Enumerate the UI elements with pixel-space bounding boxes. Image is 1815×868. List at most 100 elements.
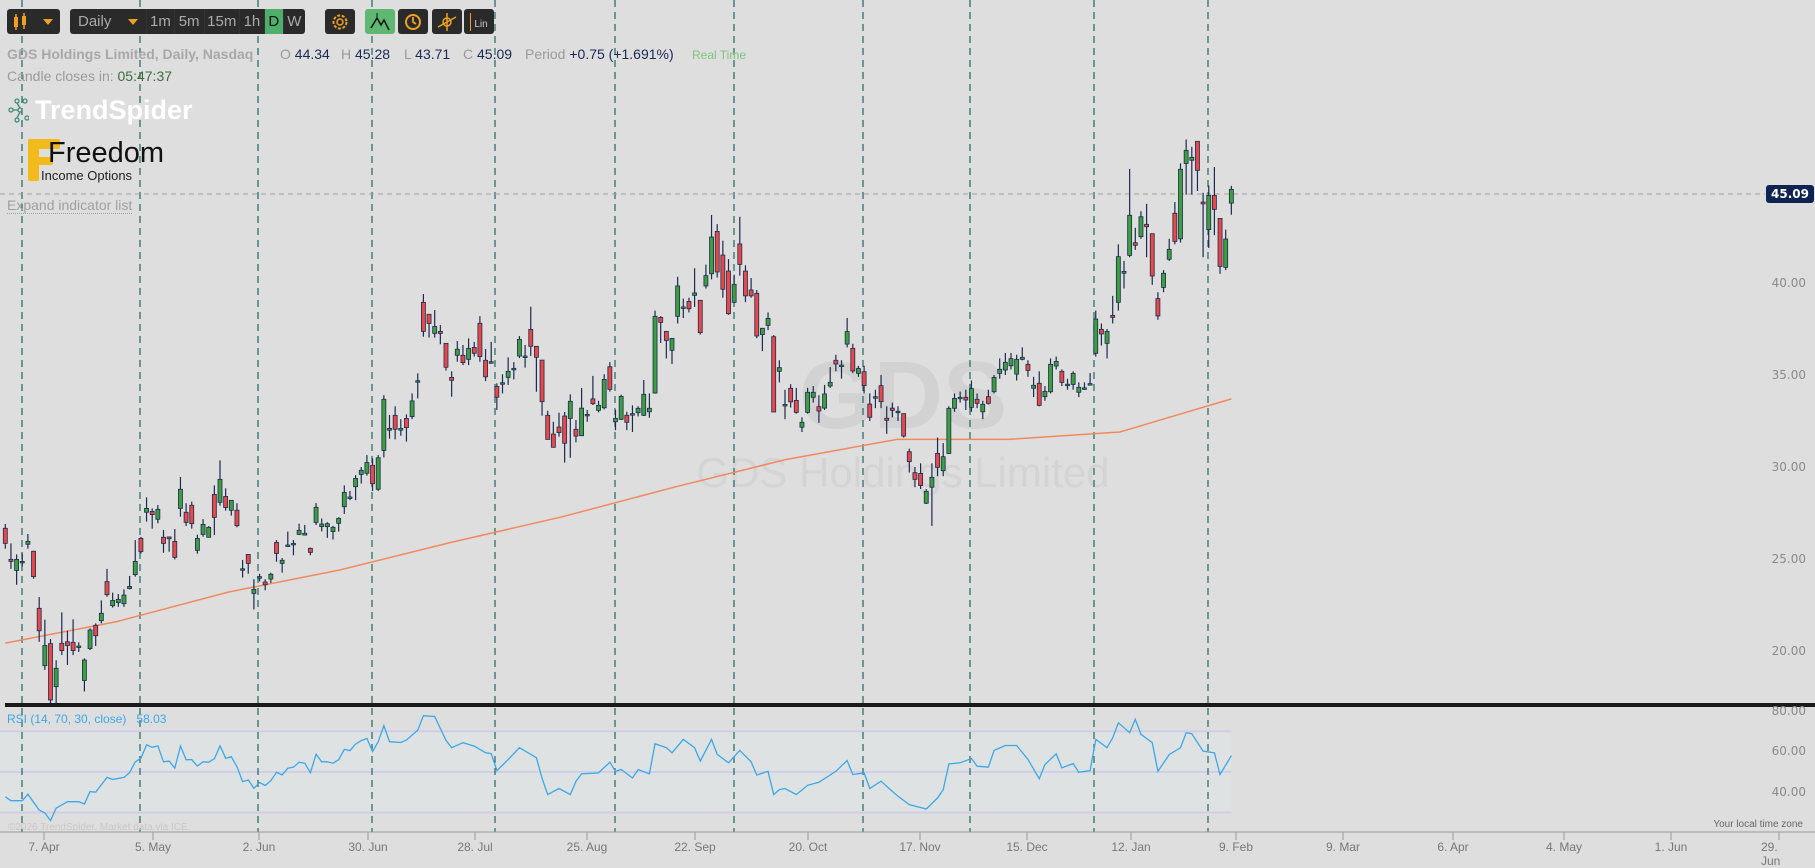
candle[interactable] xyxy=(873,389,878,409)
candle[interactable] xyxy=(132,540,138,577)
candle[interactable] xyxy=(257,573,262,582)
candle[interactable] xyxy=(1031,376,1036,398)
candle[interactable] xyxy=(799,417,805,433)
candle[interactable] xyxy=(709,214,714,280)
candle[interactable] xyxy=(364,455,370,476)
candle[interactable] xyxy=(1138,211,1144,239)
candle[interactable] xyxy=(567,394,573,458)
candle[interactable] xyxy=(1121,260,1127,289)
candle[interactable] xyxy=(1166,238,1172,261)
candle[interactable] xyxy=(268,572,274,583)
candle[interactable] xyxy=(155,505,161,524)
candle[interactable] xyxy=(833,354,839,372)
candle[interactable] xyxy=(680,298,686,318)
candle[interactable] xyxy=(149,508,155,529)
candle[interactable] xyxy=(1172,202,1178,245)
candle[interactable] xyxy=(36,597,42,642)
candle[interactable] xyxy=(901,413,907,438)
candle[interactable] xyxy=(1195,140,1200,191)
candle[interactable] xyxy=(743,265,748,303)
candle[interactable] xyxy=(353,475,359,501)
candle[interactable] xyxy=(1127,168,1133,258)
candle[interactable] xyxy=(138,536,144,554)
settings-button[interactable] xyxy=(325,9,355,34)
candle[interactable] xyxy=(726,259,731,315)
candle[interactable] xyxy=(206,526,212,538)
candle[interactable] xyxy=(573,420,579,443)
candle[interactable] xyxy=(1059,369,1065,387)
candle[interactable] xyxy=(946,406,952,455)
candle[interactable] xyxy=(889,402,895,418)
candle[interactable] xyxy=(1008,352,1014,370)
candle[interactable] xyxy=(991,375,997,394)
candle[interactable] xyxy=(466,338,472,366)
candle[interactable] xyxy=(409,393,415,420)
candle[interactable] xyxy=(810,386,816,403)
candle[interactable] xyxy=(1036,371,1042,407)
candle[interactable] xyxy=(1104,329,1110,359)
candle[interactable] xyxy=(562,411,568,463)
candle[interactable] xyxy=(793,387,799,414)
candle[interactable] xyxy=(183,503,189,527)
candle[interactable] xyxy=(748,278,754,298)
candle[interactable] xyxy=(782,389,788,420)
candle[interactable] xyxy=(398,419,404,436)
candle[interactable] xyxy=(1076,382,1082,398)
candle[interactable] xyxy=(675,276,681,324)
candle[interactable] xyxy=(974,393,980,409)
candle[interactable] xyxy=(545,410,551,440)
candle[interactable] xyxy=(652,310,658,394)
pane-divider[interactable] xyxy=(5,703,1815,707)
candle[interactable] xyxy=(477,316,483,362)
candle[interactable] xyxy=(494,383,500,410)
candle[interactable] xyxy=(2,524,8,549)
candle[interactable] xyxy=(590,375,596,405)
candle[interactable] xyxy=(48,639,53,705)
timeframe-1m[interactable]: 1m xyxy=(146,9,173,34)
candle[interactable] xyxy=(613,409,618,431)
candle[interactable] xyxy=(997,358,1003,379)
candle[interactable] xyxy=(641,379,647,417)
candle[interactable] xyxy=(240,559,246,578)
candle[interactable] xyxy=(624,411,630,431)
candle[interactable] xyxy=(291,540,296,556)
candle[interactable] xyxy=(381,395,387,458)
candle[interactable] xyxy=(1082,382,1087,390)
candle[interactable] xyxy=(1155,292,1161,320)
candle[interactable] xyxy=(714,224,720,278)
expand-indicator-list-link[interactable]: Expand indicator list xyxy=(7,197,133,214)
candle[interactable] xyxy=(296,523,302,536)
candle[interactable] xyxy=(19,553,25,567)
candle[interactable] xyxy=(1110,295,1116,324)
candle[interactable] xyxy=(1200,192,1206,258)
clock-button[interactable] xyxy=(398,9,428,34)
candle[interactable] xyxy=(228,499,234,516)
candle[interactable] xyxy=(867,393,873,421)
candle[interactable] xyxy=(14,554,20,585)
candle[interactable] xyxy=(1149,233,1155,285)
candle[interactable] xyxy=(319,518,325,532)
timeframe-5m[interactable]: 5m xyxy=(173,9,204,34)
candle[interactable] xyxy=(669,337,675,364)
candle[interactable] xyxy=(262,579,268,591)
candle[interactable] xyxy=(347,490,353,501)
candle[interactable] xyxy=(274,540,279,562)
candle[interactable] xyxy=(121,589,127,607)
candle[interactable] xyxy=(432,310,438,338)
candle[interactable] xyxy=(110,592,116,608)
candle[interactable] xyxy=(884,406,890,434)
candle[interactable] xyxy=(765,312,771,331)
candle[interactable] xyxy=(251,579,257,610)
candle[interactable] xyxy=(127,575,132,590)
candle[interactable] xyxy=(307,547,313,556)
candle[interactable] xyxy=(161,529,166,553)
candle[interactable] xyxy=(844,317,850,348)
candle[interactable] xyxy=(550,421,556,448)
candle[interactable] xyxy=(692,268,697,307)
candle[interactable] xyxy=(522,345,528,368)
candle[interactable] xyxy=(1019,347,1025,361)
candle[interactable] xyxy=(929,463,935,526)
candle[interactable] xyxy=(816,395,822,423)
candle[interactable] xyxy=(912,467,918,488)
